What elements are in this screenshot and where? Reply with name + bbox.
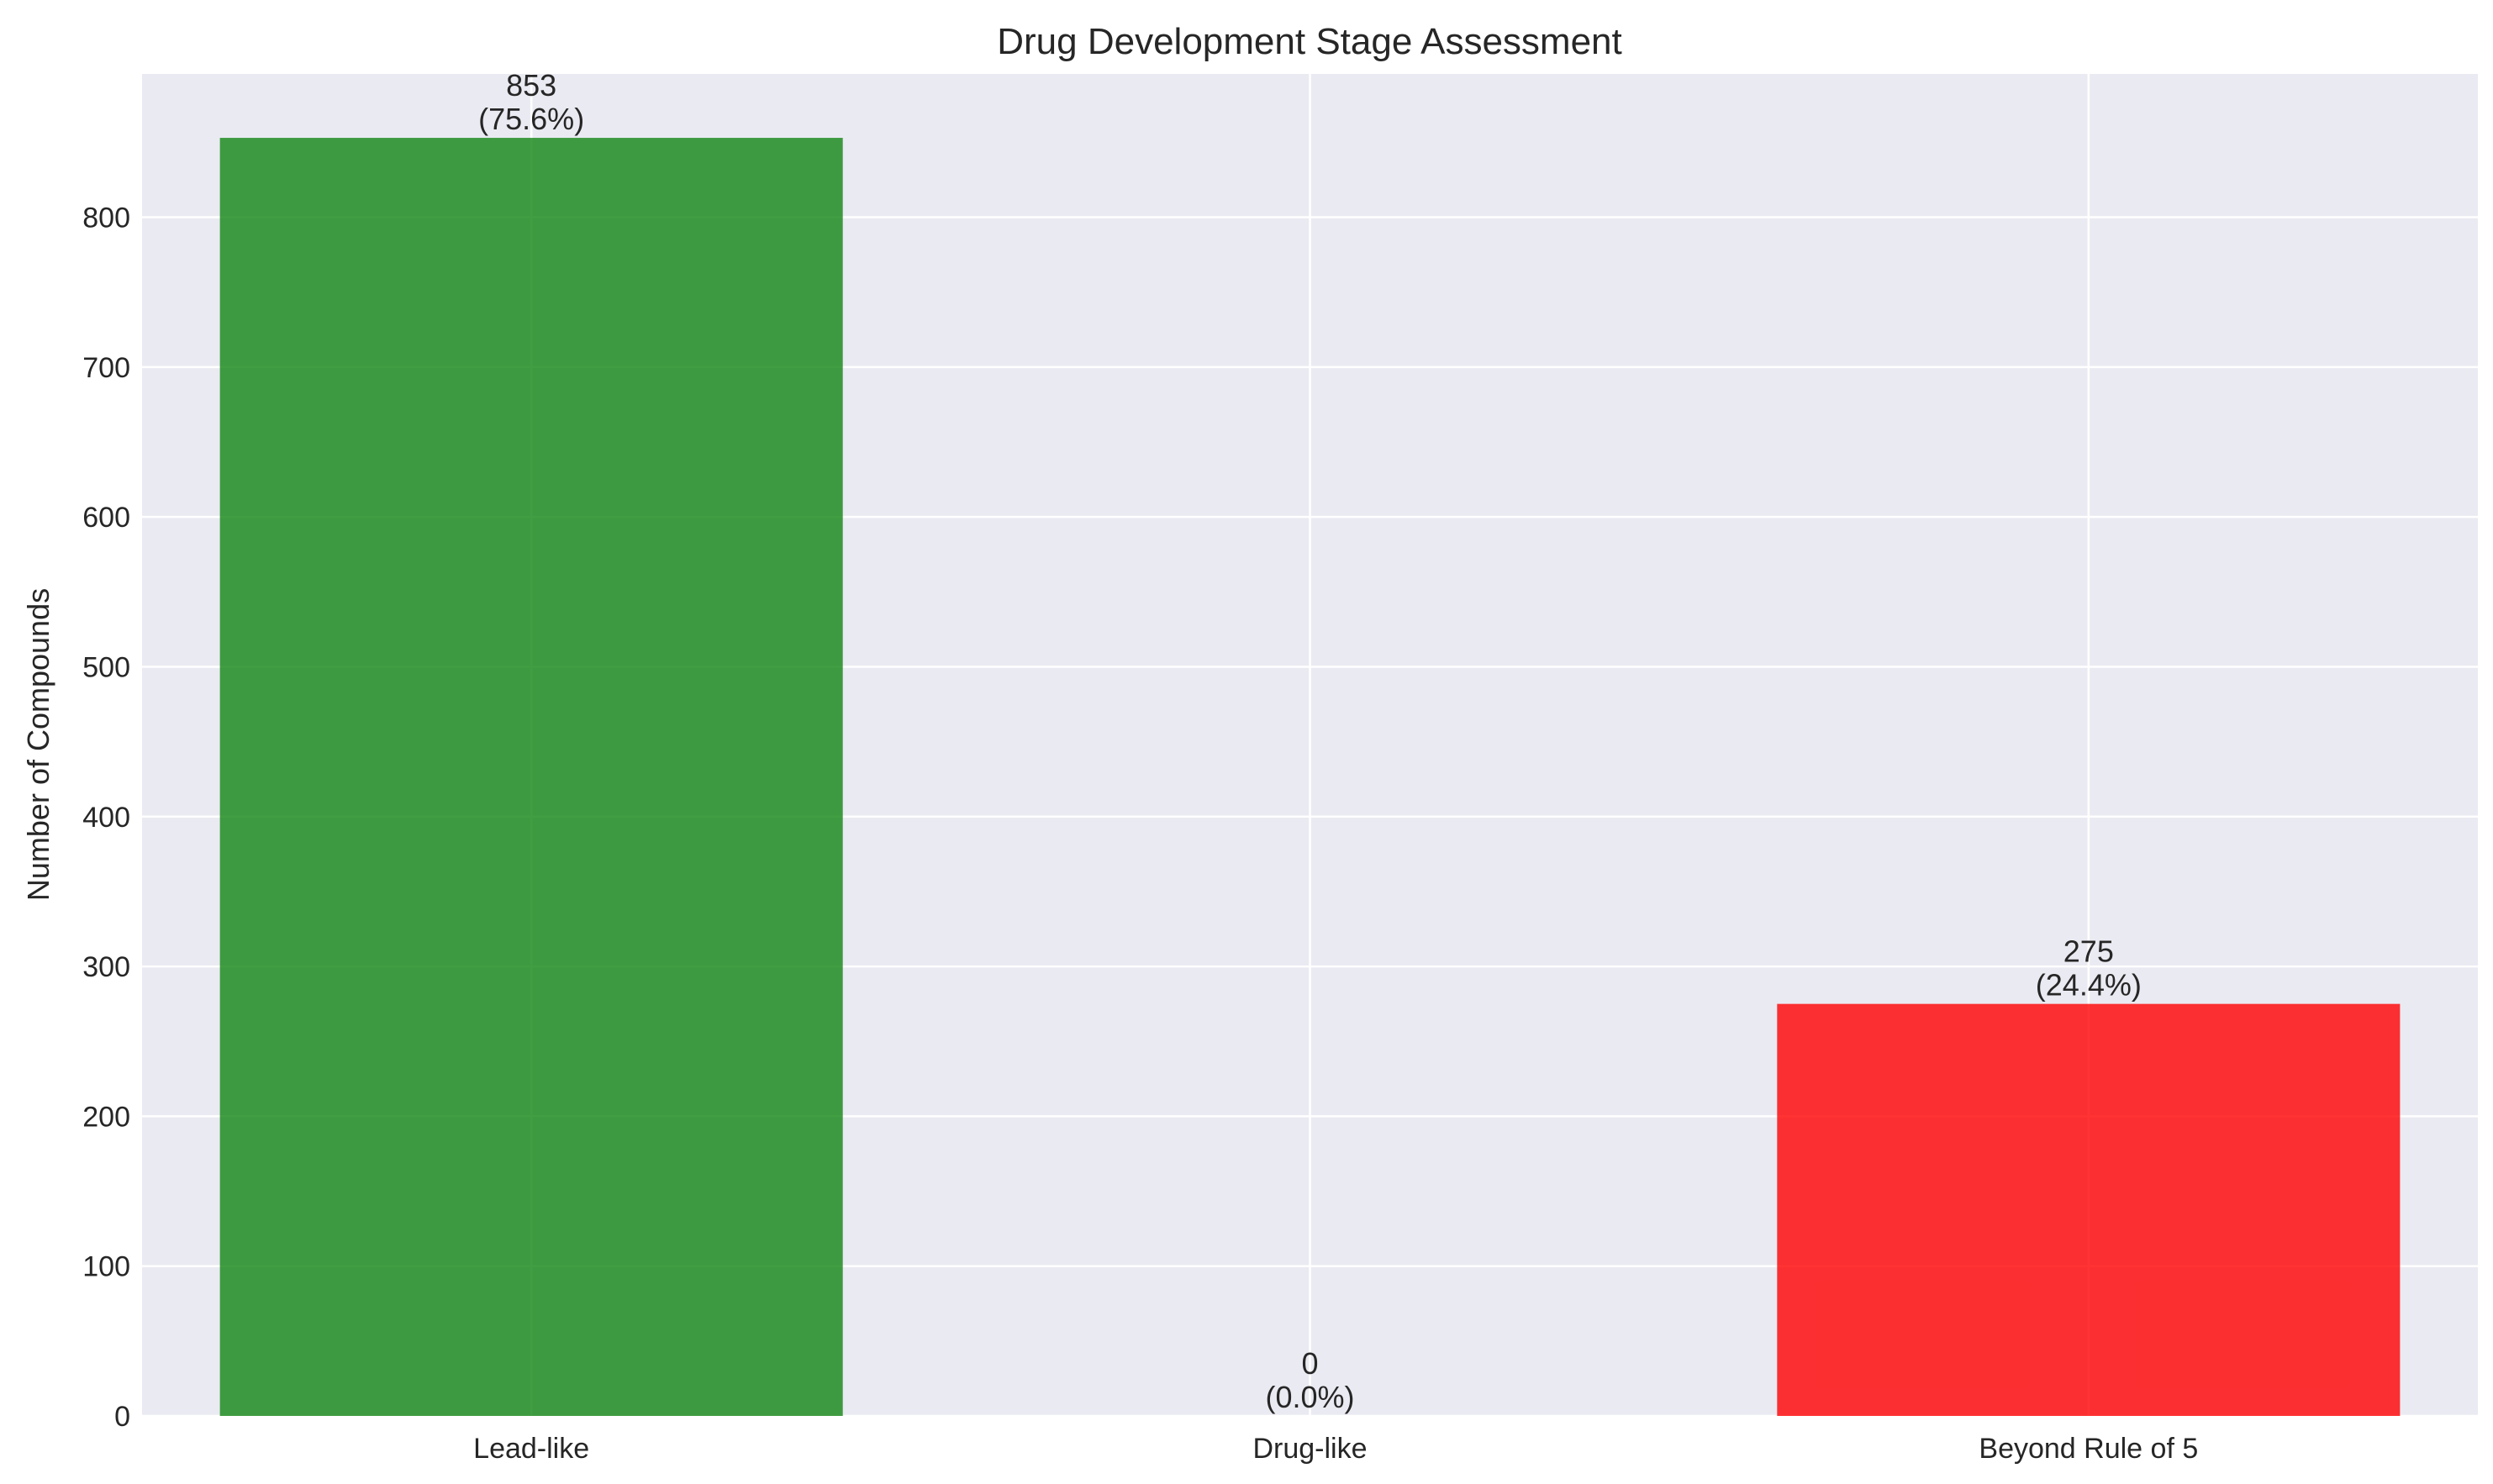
y-tick-label: 100 [82,1251,130,1283]
value-label: 275 [2063,934,2114,969]
bar-lead-like [219,138,843,1417]
axis-ticks: 0 100 200 300 400 500 600 700 800 Lead-like Drug-l… [82,203,2198,1465]
x-tick-label: Drug-like [1252,1433,1367,1465]
bars [219,138,2401,1417]
y-tick-label: 700 [82,352,130,384]
value-label: 853 [506,68,556,103]
data-labels: 853(75.6%) 0(0.0%) 275(24.4%) [478,68,2142,1414]
percent-label: (0.0%) [1265,1380,1354,1414]
y-tick-label: 0 [114,1401,130,1433]
y-tick-label: 500 [82,651,130,683]
value-label: 0 [1301,1346,1318,1381]
y-axis-title: Number of Compounds [21,588,55,901]
chart-title: Drug Development Stage Assessment [997,21,1622,62]
percent-label: (24.4%) [2036,968,2142,1002]
y-tick-label: 300 [82,951,130,983]
x-tick-label: Beyond Rule of 5 [1979,1433,2198,1465]
y-tick-label: 800 [82,203,130,234]
y-tick-label: 600 [82,502,130,534]
y-tick-label: 400 [82,802,130,834]
bar-beyond-rule-of-5 [1777,1003,2401,1416]
percent-label: (75.6%) [478,102,584,136]
y-tick-label: 200 [82,1101,130,1133]
x-tick-label: Lead-like [473,1433,589,1465]
